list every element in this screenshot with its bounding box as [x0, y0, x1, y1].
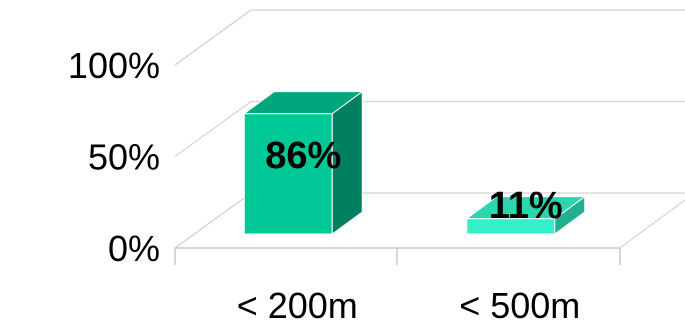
bars: [242, 90, 587, 235]
y-tick-label-0: 0%: [108, 228, 160, 269]
x-axis-tick-labels: < 200m < 500m: [237, 285, 581, 326]
data-label-0: 86%: [265, 135, 341, 177]
x-axis-line: [174, 247, 621, 265]
data-labels: 86% 11%: [265, 135, 563, 227]
bar-0-top: [242, 91, 364, 115]
y-tick-label-1: 50%: [88, 137, 160, 178]
floor-right-edge: [619, 199, 685, 249]
x-tick-label-1: < 500m: [459, 285, 580, 326]
bar-1: [465, 195, 587, 235]
y-axis-tick-labels: 0% 50% 100%: [68, 45, 160, 269]
data-label-1: 11%: [489, 185, 563, 227]
x-tick-label-0: < 200m: [237, 285, 358, 326]
gridline-1: [174, 100, 685, 157]
bar-1-top: [465, 196, 587, 220]
bar-0: [242, 90, 364, 235]
gridline-2: [174, 9, 685, 66]
y-tick-label-2: 100%: [68, 45, 160, 86]
